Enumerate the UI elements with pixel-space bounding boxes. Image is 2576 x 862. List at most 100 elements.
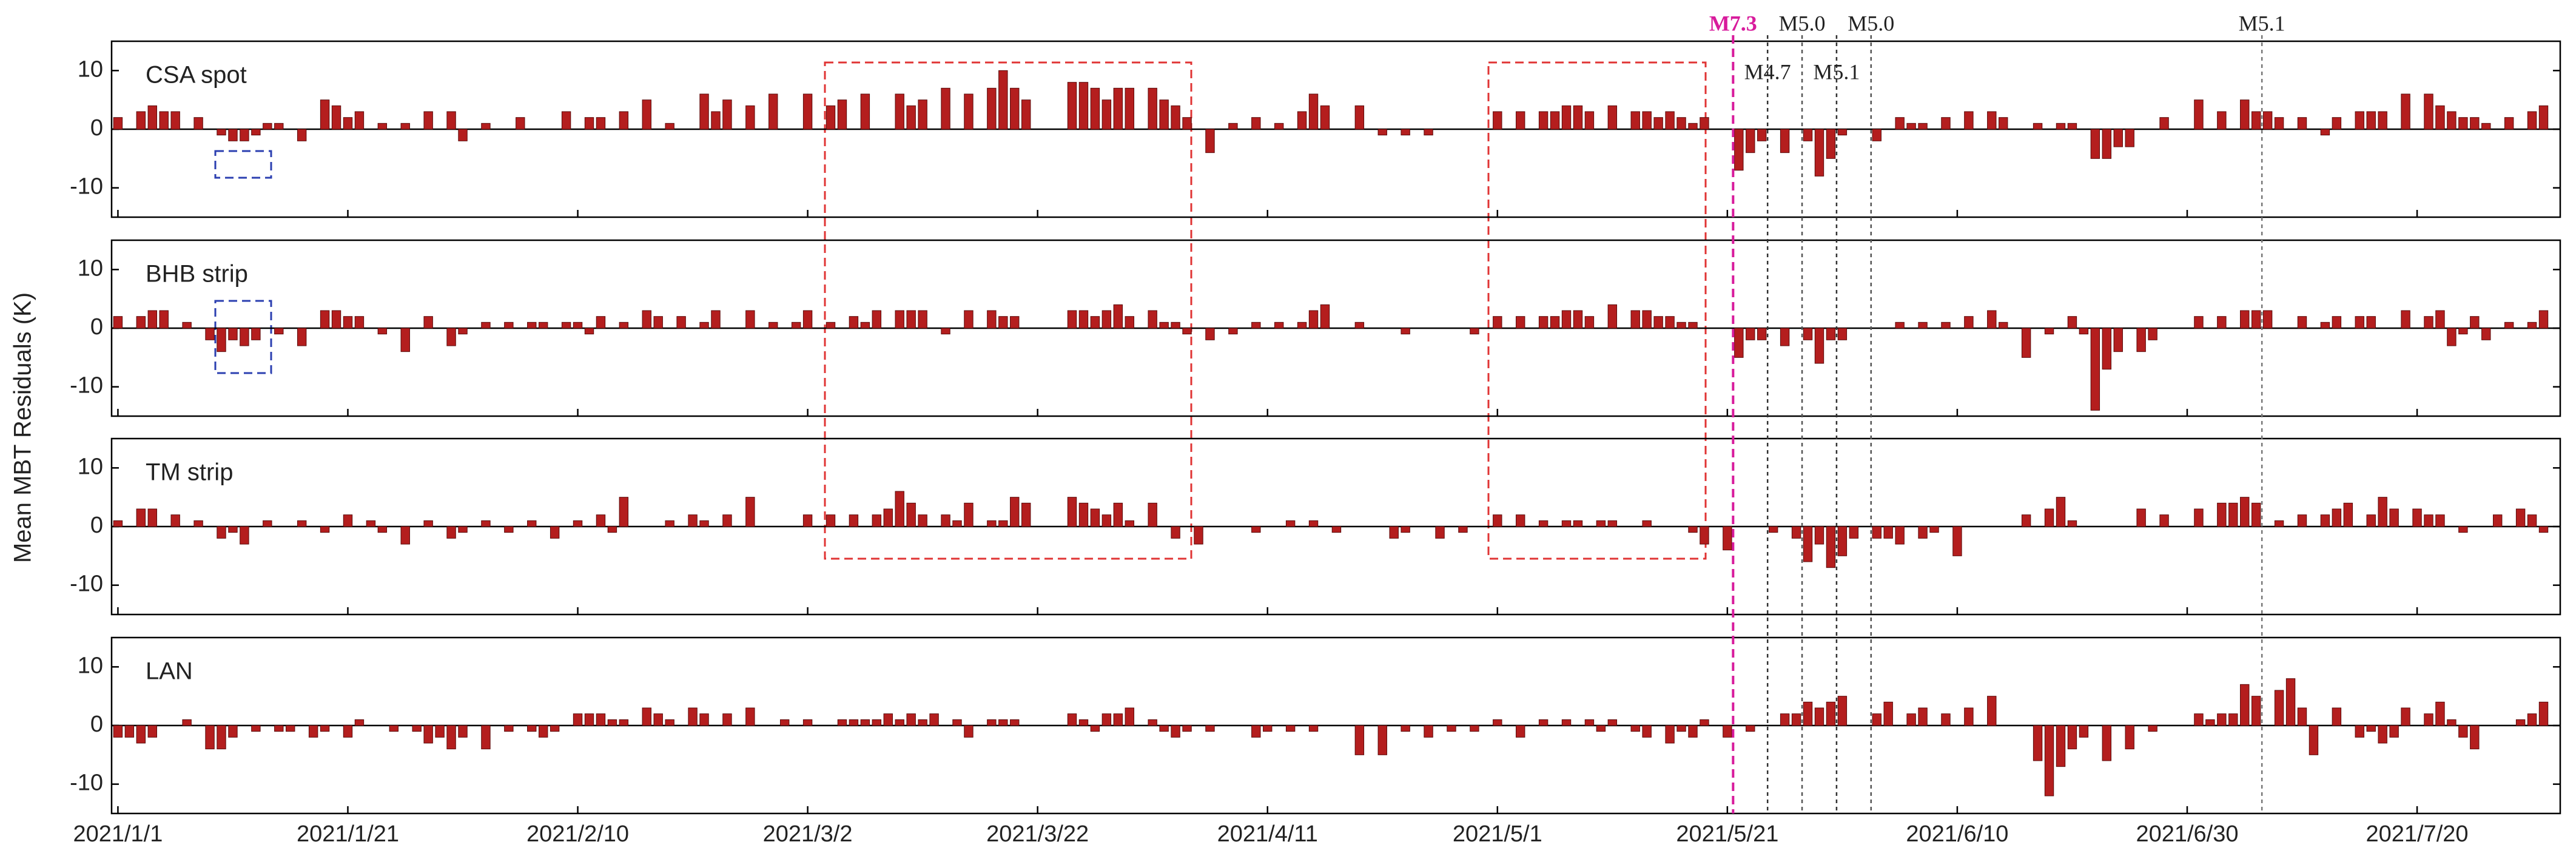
bar: [941, 514, 950, 527]
bar: [584, 328, 594, 335]
bar: [343, 514, 353, 527]
bar: [2297, 316, 2307, 329]
bar: [987, 87, 997, 130]
bar: [1826, 129, 1836, 159]
bar: [1377, 725, 1387, 755]
bar: [1297, 111, 1307, 130]
bar: [2470, 117, 2480, 130]
bar: [1987, 696, 1997, 726]
bar: [1090, 87, 1100, 130]
y-tick-label: -10: [70, 174, 103, 200]
bar: [1125, 707, 1134, 726]
bar: [1297, 322, 1307, 329]
bar: [446, 526, 456, 539]
bar: [1354, 725, 1365, 755]
panel-label: CSA spot: [146, 62, 247, 89]
bar: [2366, 111, 2376, 130]
bar: [1918, 707, 1928, 726]
bar: [1607, 304, 1618, 329]
x-tick-label: 2021/7/20: [2366, 821, 2469, 847]
bar: [1182, 117, 1192, 130]
bar: [1493, 514, 1502, 527]
bar: [665, 520, 674, 527]
bar: [1389, 526, 1399, 539]
bar: [377, 526, 388, 533]
bar: [2366, 316, 2376, 329]
bar: [872, 514, 882, 527]
bar: [274, 328, 284, 335]
bar: [745, 497, 755, 527]
bar: [1607, 105, 1618, 130]
bar: [481, 520, 491, 527]
bar: [987, 719, 997, 726]
bar: [446, 725, 456, 750]
bar: [1515, 316, 1525, 329]
bar: [802, 719, 813, 726]
bar: [1010, 316, 1020, 329]
bar: [1101, 713, 1112, 726]
bar: [1182, 725, 1192, 732]
bar: [2527, 111, 2537, 130]
bar: [883, 508, 893, 527]
bar: [1515, 725, 1525, 738]
bar: [147, 508, 157, 527]
bar: [2343, 502, 2353, 527]
bar: [607, 719, 617, 726]
bar: [159, 310, 169, 329]
bar: [2102, 129, 2112, 159]
bar: [1515, 514, 1525, 527]
bar: [1308, 725, 1319, 732]
bar: [354, 111, 365, 130]
x-tick-label: 2021/3/2: [763, 821, 853, 847]
event-label: M5.1: [1813, 59, 1860, 84]
bar: [745, 310, 755, 329]
bar: [1906, 123, 1916, 130]
bar: [1274, 322, 1284, 329]
bar: [826, 105, 836, 130]
bar: [1308, 93, 1319, 130]
bar: [1113, 502, 1123, 527]
bar: [1148, 310, 1157, 329]
bar: [1642, 725, 1652, 738]
bar: [802, 93, 813, 130]
bar: [1918, 322, 1928, 329]
bar: [2240, 684, 2250, 726]
bar: [320, 99, 330, 130]
bar: [2332, 508, 2342, 527]
bar: [1630, 111, 1640, 130]
bar: [2125, 725, 2134, 750]
bar: [1171, 526, 1180, 539]
bar: [481, 322, 491, 329]
bar: [1090, 725, 1100, 732]
bar: [2217, 316, 2227, 329]
bar: [2274, 520, 2284, 527]
bar: [1470, 328, 1479, 335]
bar: [1676, 322, 1686, 329]
bar: [1734, 328, 1744, 358]
bar: [1159, 322, 1169, 329]
bar: [918, 99, 927, 130]
bar: [331, 105, 341, 130]
bar: [2378, 111, 2387, 130]
bar: [699, 93, 709, 130]
bar: [906, 105, 916, 130]
bar: [1078, 82, 1089, 130]
bar: [1113, 713, 1123, 726]
bar: [1826, 328, 1836, 340]
bar: [2424, 93, 2433, 130]
bar: [240, 526, 249, 545]
bar: [1424, 129, 1433, 136]
bar: [182, 719, 192, 726]
bar: [906, 310, 916, 329]
bar: [2148, 328, 2157, 340]
event-label: M5.0: [1779, 11, 1826, 35]
bar: [1470, 725, 1479, 732]
bar: [1125, 87, 1134, 130]
bar: [1148, 719, 1157, 726]
bar: [2079, 328, 2089, 335]
bar: [423, 316, 433, 329]
bar: [561, 322, 571, 329]
bar: [1872, 526, 1882, 539]
bar: [1308, 310, 1319, 329]
bar: [642, 707, 651, 726]
